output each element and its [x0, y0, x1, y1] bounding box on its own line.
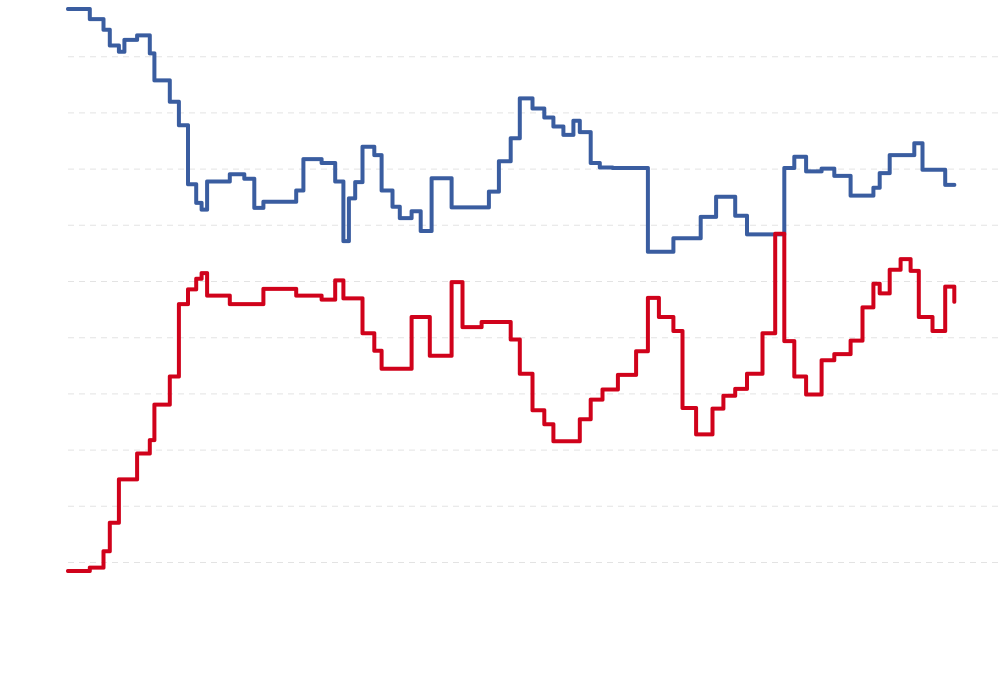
series-line-1: [66, 7, 957, 254]
series-line-2: [66, 231, 957, 573]
series-layer: [66, 7, 957, 573]
gridlines: [68, 56, 1000, 563]
